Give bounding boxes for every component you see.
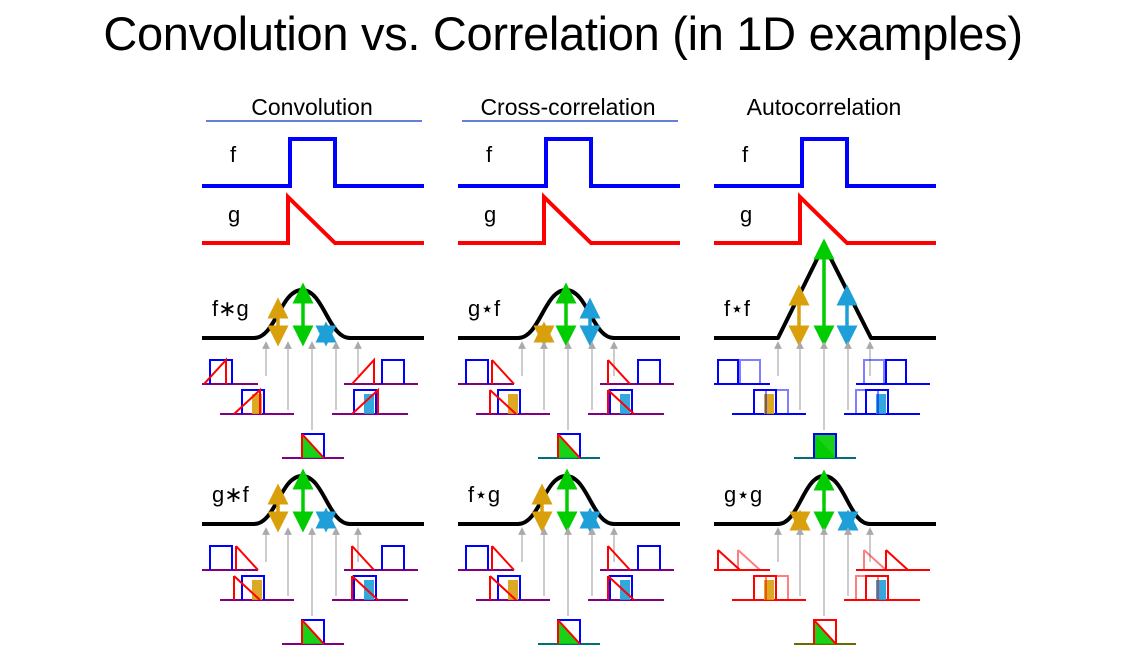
mini-g xyxy=(813,619,837,645)
result-label: f⋆g xyxy=(468,482,500,507)
mini-f-shifted xyxy=(863,359,885,384)
overlap-fill-blue xyxy=(620,580,630,600)
f-signal xyxy=(458,137,680,188)
mini-f xyxy=(813,433,837,458)
mini-g xyxy=(607,575,635,601)
mini-f xyxy=(497,389,521,414)
mini-g xyxy=(717,549,741,571)
result-label: g∗f xyxy=(212,482,250,507)
column-header: Convolution xyxy=(251,94,372,120)
mini-f-shifted xyxy=(855,575,879,600)
mini-f-shifted xyxy=(765,575,789,600)
f-label: f xyxy=(486,142,493,167)
mini-f xyxy=(609,575,633,600)
result-row-1: f⋆f xyxy=(714,238,936,459)
column-cross-correlation: Cross-correlation f g g⋆f f⋆g xyxy=(458,94,680,645)
mini-g-shifted xyxy=(737,549,761,571)
mini-f xyxy=(381,545,405,570)
mini-g xyxy=(885,549,909,571)
result-label: g⋆f xyxy=(468,296,501,321)
mini-f xyxy=(353,575,377,600)
mini-g xyxy=(557,619,581,645)
mini-f xyxy=(497,575,521,600)
slide-title: Convolution vs. Correlation (in 1D examp… xyxy=(103,7,1023,60)
g-label: g xyxy=(228,202,240,227)
mini-f xyxy=(637,359,661,384)
mini-g xyxy=(351,575,379,601)
f-signal xyxy=(714,137,936,188)
g-label: g xyxy=(740,202,752,227)
result-label: g⋆g xyxy=(724,482,762,507)
mini-g xyxy=(351,357,375,385)
mini-f xyxy=(241,389,265,414)
mini-f xyxy=(353,389,377,414)
g-signal xyxy=(458,192,680,245)
result-row-2: f⋆g xyxy=(458,468,680,645)
result-label: f∗g xyxy=(212,296,249,321)
mini-f xyxy=(717,359,739,384)
f-signal xyxy=(202,137,424,188)
mini-f-shifted xyxy=(855,389,879,414)
result-row-2: g∗f xyxy=(202,468,424,645)
mini-f xyxy=(637,545,661,570)
g-label: g xyxy=(484,202,496,227)
mini-g xyxy=(489,389,517,415)
mini-g xyxy=(607,545,631,571)
mini-g xyxy=(233,575,261,601)
mini-g xyxy=(351,387,379,415)
mini-g xyxy=(301,619,325,645)
mini-f xyxy=(465,545,489,570)
result-row-1: g⋆f xyxy=(458,282,680,459)
column-header: Cross-correlation xyxy=(480,94,655,120)
overlap-fill-blue xyxy=(364,580,374,600)
mini-g xyxy=(607,359,631,385)
mini-f xyxy=(209,359,233,384)
overlap-fill-blue xyxy=(620,394,630,414)
mini-g xyxy=(607,389,635,415)
mini-g xyxy=(351,545,375,571)
column-autocorrelation: Autocorrelation f g f⋆f g⋆g xyxy=(714,94,936,645)
g-signal xyxy=(202,192,424,245)
mini-f xyxy=(609,389,633,414)
mini-g xyxy=(491,359,515,385)
mini-g xyxy=(557,433,581,459)
mini-f xyxy=(381,359,405,384)
mini-f xyxy=(241,575,265,600)
mini-g xyxy=(301,433,325,459)
result-row-1: f∗g xyxy=(202,282,424,459)
mini-f xyxy=(465,359,489,384)
result-label: f⋆f xyxy=(724,296,751,321)
column-convolution: Convolution f g f∗g g∗f xyxy=(202,94,424,645)
mini-g xyxy=(491,545,515,571)
column-header: Autocorrelation xyxy=(747,94,902,120)
mini-g xyxy=(235,545,259,571)
mini-g-shifted xyxy=(863,549,887,571)
mini-g xyxy=(489,575,517,601)
mini-g xyxy=(233,387,261,415)
f-label: f xyxy=(230,142,237,167)
mini-f xyxy=(885,359,907,384)
mini-f-shifted xyxy=(739,359,761,384)
f-label: f xyxy=(742,142,749,167)
overlap-fill-green xyxy=(814,434,836,458)
overlap-fill-blue xyxy=(364,394,374,414)
result-row-2: g⋆g xyxy=(714,469,936,645)
mini-f-shifted xyxy=(765,389,789,414)
mini-g xyxy=(203,357,227,385)
g-signal xyxy=(714,192,936,245)
mini-f xyxy=(209,545,233,570)
